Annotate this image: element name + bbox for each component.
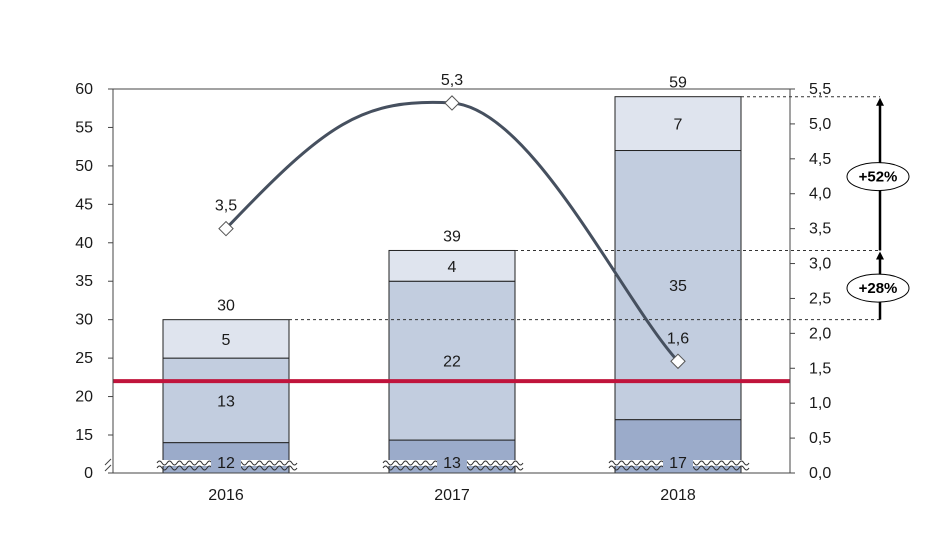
bar-segment bbox=[162, 319, 290, 359]
growth-arrowhead-52 bbox=[876, 97, 884, 106]
segment-value-label: 4 bbox=[448, 259, 457, 276]
left-tick-label: 20 bbox=[75, 389, 93, 406]
growth-percent-label: +52% bbox=[859, 169, 898, 186]
right-tick-label: 3,5 bbox=[809, 221, 831, 238]
right-tick-label: 5,0 bbox=[809, 116, 831, 133]
bar-segment bbox=[388, 249, 516, 282]
line-point-label: 3,5 bbox=[215, 198, 237, 215]
segment-value-label: 35 bbox=[669, 278, 687, 295]
left-tick-label: 35 bbox=[75, 273, 93, 290]
left-axis-break-mark bbox=[104, 458, 112, 472]
left-tick-label: 30 bbox=[75, 312, 93, 329]
right-tick-label: 0,5 bbox=[809, 430, 831, 447]
growth-oval bbox=[846, 273, 910, 303]
segment-value-label: 12 bbox=[217, 455, 235, 472]
segment-value-label: 17 bbox=[669, 455, 687, 472]
line-point-marker bbox=[444, 95, 460, 111]
right-tick-label: 1,5 bbox=[809, 360, 831, 377]
line-point-marker bbox=[218, 220, 234, 237]
segment-label-bg bbox=[211, 452, 241, 472]
segment-label-bg bbox=[663, 452, 693, 472]
segment-value-label: 13 bbox=[217, 393, 235, 410]
line-point-label: 1,6 bbox=[667, 330, 689, 347]
total-value-label: 30 bbox=[217, 298, 235, 315]
growth-arrowhead-28 bbox=[876, 251, 884, 260]
left-tick-label: 15 bbox=[75, 427, 93, 444]
segment-label-bg bbox=[437, 452, 467, 472]
right-tick-label: 1,0 bbox=[809, 395, 831, 412]
total-value-label: 39 bbox=[443, 228, 461, 245]
right-tick-label: 5,5 bbox=[809, 81, 831, 98]
bar-segment bbox=[614, 96, 742, 152]
guide-lines-layer bbox=[289, 96, 880, 321]
left-tick-label: 55 bbox=[75, 119, 93, 136]
right-tick-label: 4,5 bbox=[809, 151, 831, 168]
growth-percent-label: +28% bbox=[859, 280, 898, 297]
segment-value-label: 13 bbox=[443, 455, 461, 472]
x-tick-label: 2017 bbox=[434, 487, 470, 504]
bar-segment bbox=[162, 357, 290, 444]
x-tick-label: 2018 bbox=[660, 487, 696, 504]
left-tick-label: 50 bbox=[75, 158, 93, 175]
bar-segment bbox=[388, 280, 516, 441]
left-tick-label: 40 bbox=[75, 235, 93, 252]
axes-layer: 0152025303540455055600,00,51,01,52,02,53… bbox=[75, 81, 831, 504]
left-tick-label: 25 bbox=[75, 350, 93, 367]
segment-value-label: 22 bbox=[443, 354, 461, 371]
line-point-marker bbox=[670, 353, 686, 370]
right-tick-label: 2,0 bbox=[809, 325, 831, 342]
growth-oval bbox=[846, 162, 910, 192]
right-tick-label: 4,0 bbox=[809, 186, 831, 203]
left-tick-label: 0 bbox=[84, 465, 93, 482]
segment-value-label: 7 bbox=[674, 117, 683, 134]
line-point-label: 5,3 bbox=[441, 72, 463, 89]
growth-annotations-layer: +28% +52% bbox=[846, 97, 910, 320]
bars-layer bbox=[156, 96, 750, 474]
x-tick-label: 2016 bbox=[208, 487, 244, 504]
right-tick-label: 3,0 bbox=[809, 256, 831, 273]
right-tick-label: 2,5 bbox=[809, 290, 831, 307]
right-tick-label: 0,0 bbox=[809, 465, 831, 482]
left-tick-label: 45 bbox=[75, 196, 93, 213]
labels-layer: 12 13 5 30 13 22 4 39 17 35 7 59 bbox=[211, 75, 693, 472]
line-series-layer: 3,5 5,3 1,6 bbox=[215, 72, 689, 370]
left-tick-label: 60 bbox=[75, 81, 93, 98]
total-value-label: 59 bbox=[669, 75, 687, 92]
segment-value-label: 5 bbox=[222, 332, 231, 349]
